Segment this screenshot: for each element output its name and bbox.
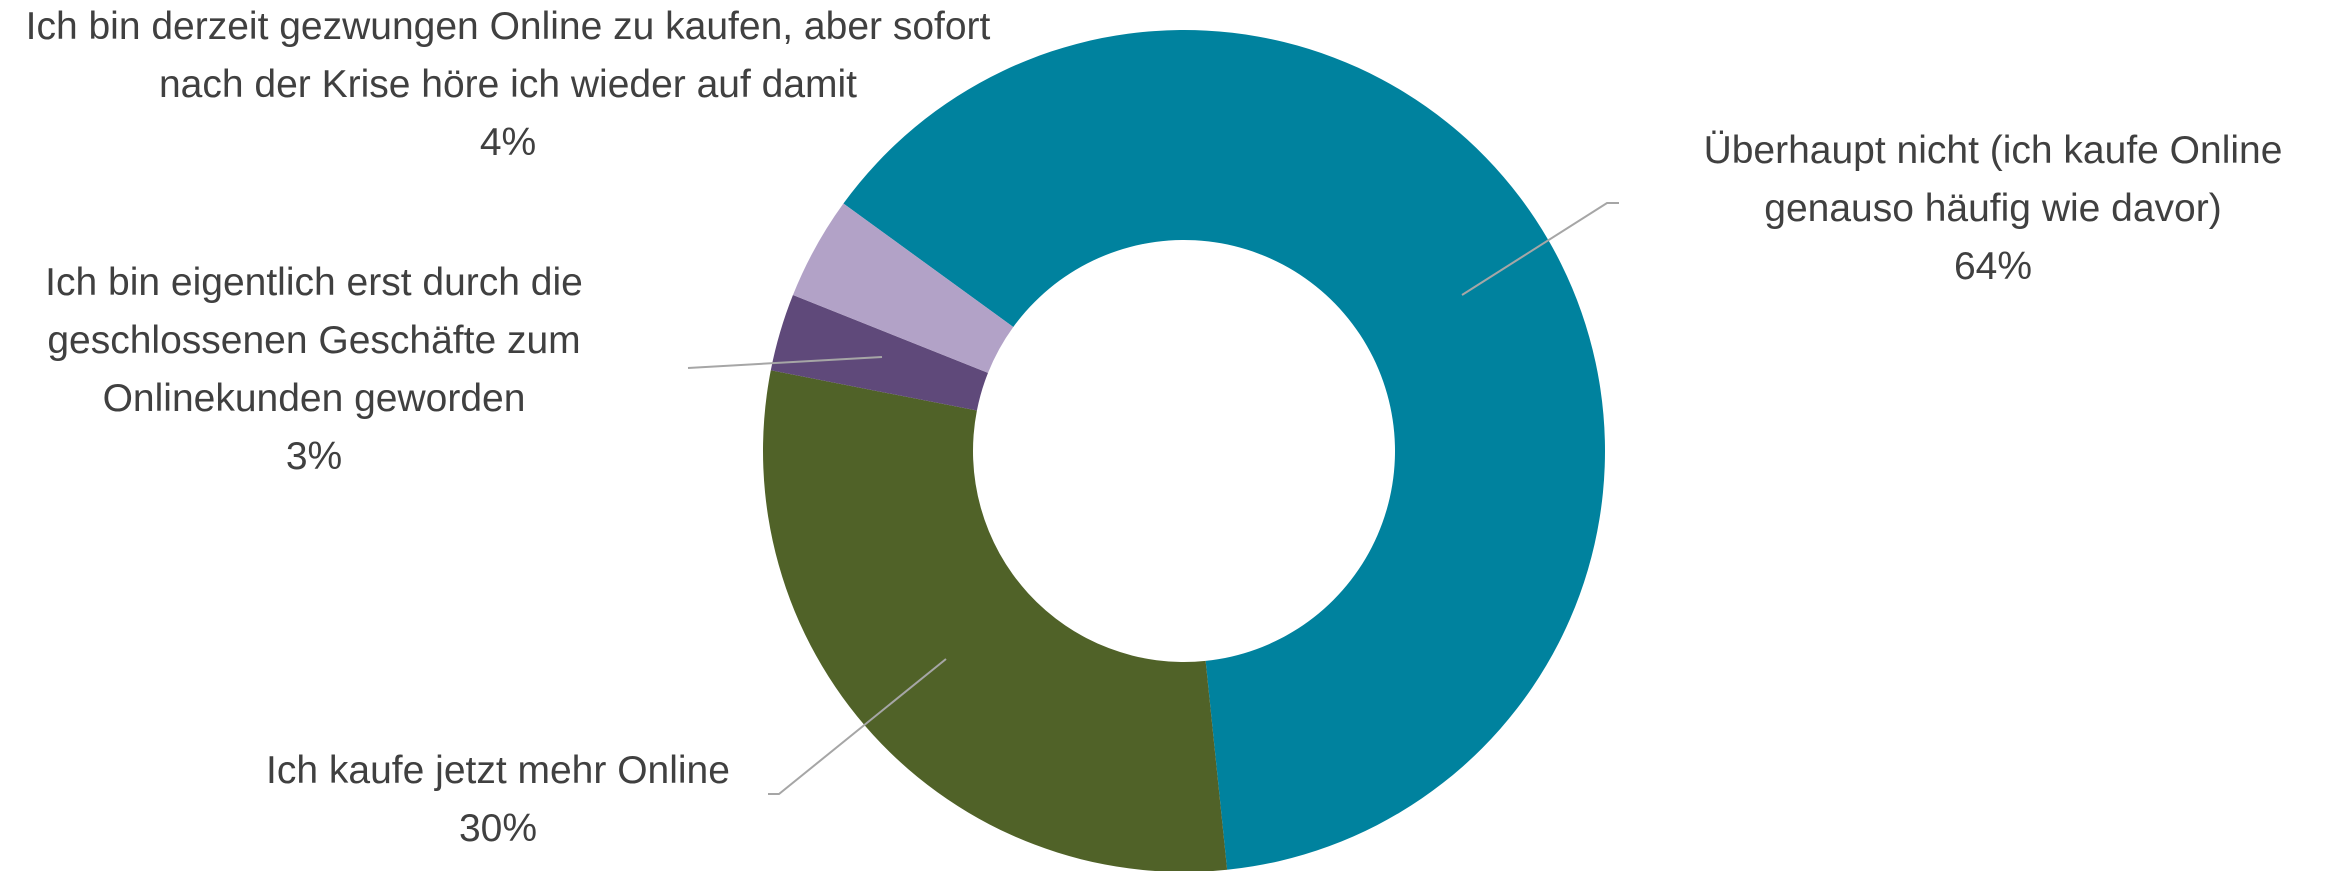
leader-line xyxy=(1461,202,1619,296)
donut-slice xyxy=(770,295,989,411)
donut-slice xyxy=(792,203,1014,373)
donut-slice xyxy=(843,30,1606,870)
value-label: 3% xyxy=(285,435,343,478)
leader-line xyxy=(687,356,883,369)
value-label: 30% xyxy=(458,807,538,850)
category-label: Ich kaufe jetzt mehr Online xyxy=(266,749,730,792)
value-label: 64% xyxy=(1953,245,2033,288)
category-label: Überhaupt nicht (ich kaufe Online genaus… xyxy=(1703,129,2283,230)
slices xyxy=(763,30,1606,871)
leader-line xyxy=(768,658,947,795)
slice-label: Ich bin eigentlich erst durch die geschl… xyxy=(0,254,634,486)
value-label: 4% xyxy=(479,121,537,164)
donut-slice xyxy=(763,370,1228,871)
category-label: Ich bin eigentlich erst durch die geschl… xyxy=(45,261,583,420)
slice-label: Überhaupt nicht (ich kaufe Online genaus… xyxy=(1643,122,2343,296)
category-label: Ich bin derzeit gezwungen Online zu kauf… xyxy=(25,5,991,106)
slice-label: Ich bin derzeit gezwungen Online zu kauf… xyxy=(8,0,1008,172)
slice-label: Ich kaufe jetzt mehr Online 30% xyxy=(198,742,798,858)
